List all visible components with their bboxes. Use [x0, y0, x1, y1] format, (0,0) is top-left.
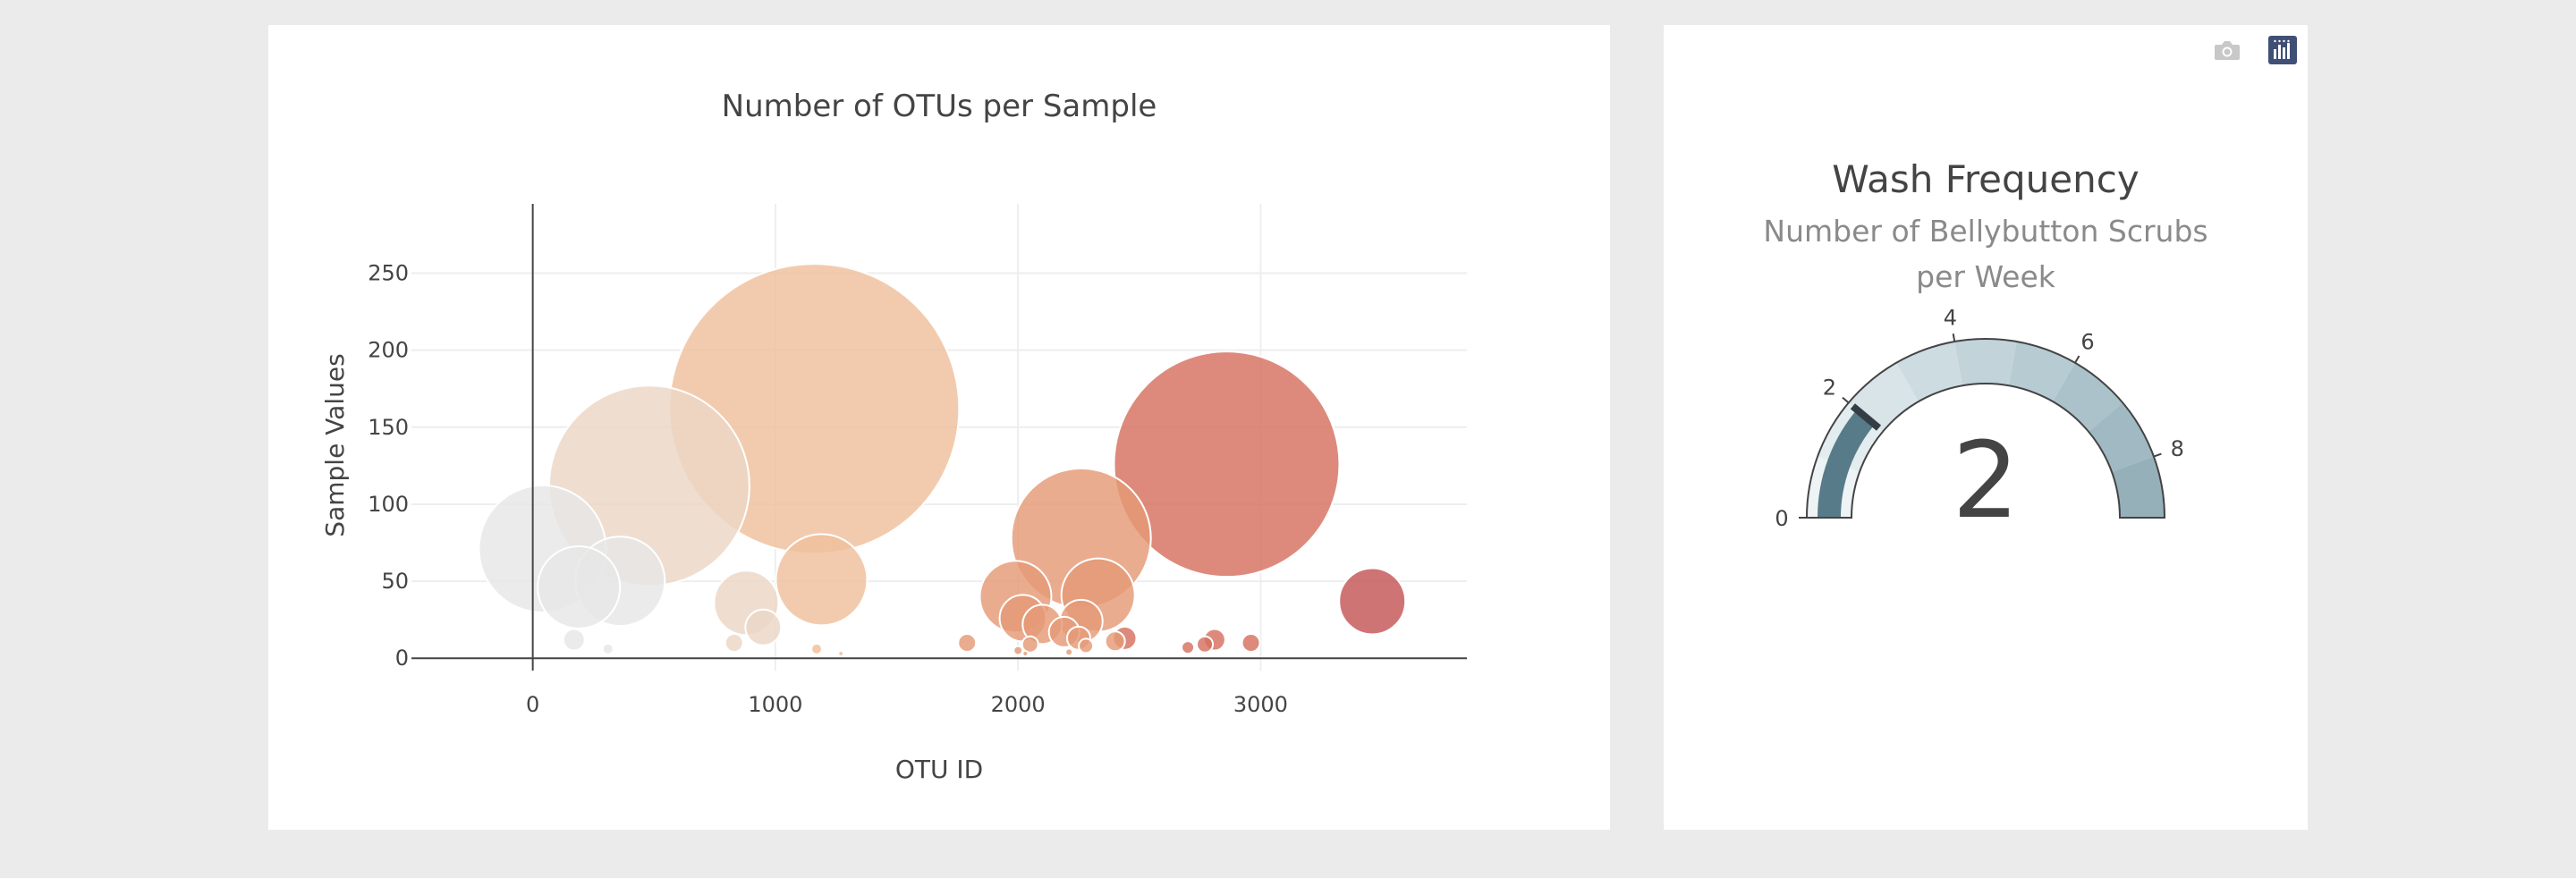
camera-icon[interactable] — [2211, 34, 2243, 66]
gauge-tick-label: 0 — [1775, 506, 1788, 531]
bubble — [810, 642, 824, 655]
y-tick-label: 200 — [368, 338, 409, 363]
bubble — [744, 608, 783, 646]
gauge-outline — [1805, 338, 2166, 519]
gauge-tick-label: 8 — [2171, 436, 2184, 461]
gauge-tick-label: 4 — [1944, 305, 1957, 330]
y-tick-label: 100 — [368, 492, 409, 517]
y-tick-label: 0 — [395, 646, 409, 671]
gauge-tick-label: 2 — [1823, 375, 1836, 400]
gauge-step — [2053, 362, 2123, 432]
gauge-chart-panel: Wash Frequency Number of Bellybutton Scru… — [1664, 25, 2308, 830]
gauge-subtitle: Number of Bellybutton Scrubs — [1763, 214, 2207, 249]
bubble — [537, 545, 622, 629]
bubble — [1104, 630, 1126, 653]
chart-title: Number of OTUs per Sample — [722, 89, 1157, 124]
x-axis-title: OTU ID — [895, 755, 983, 784]
bubble — [837, 650, 845, 658]
gauge-threshold — [1850, 403, 1882, 431]
gauge-tick — [2074, 355, 2080, 364]
bubble — [1113, 350, 1341, 578]
bubble-chart: Number of OTUs per Sample 0 1000 2000 3000 0 5… — [320, 89, 1467, 784]
bubble — [1078, 637, 1095, 654]
y-tick-label: 150 — [368, 415, 409, 440]
gauge-step — [1954, 339, 2017, 386]
bubble — [1181, 640, 1196, 655]
bubble — [1064, 647, 1074, 657]
bubble — [601, 642, 614, 655]
gauge-chart: Wash Frequency Number of Bellybutton Scru… — [1763, 157, 2207, 542]
x-tick-label: 3000 — [1233, 692, 1288, 717]
bubble — [957, 632, 978, 653]
bubble — [775, 533, 869, 627]
gauge-title: Wash Frequency — [1832, 157, 2139, 201]
plotly-logo-icon[interactable] — [2267, 34, 2299, 66]
x-tick-label: 1000 — [748, 692, 802, 717]
gauge-value-bar — [1818, 409, 1875, 518]
gauge-step — [1896, 342, 1962, 402]
bubbles — [478, 263, 1407, 658]
gauge-tick — [2153, 452, 2162, 458]
gauge-tick — [1842, 396, 1850, 404]
gauge-step — [2111, 456, 2165, 518]
gauge-subtitle: per Week — [1916, 259, 2056, 294]
modebar — [2211, 34, 2299, 66]
bubble — [1021, 635, 1039, 654]
bubble-chart-panel: Number of OTUs per Sample 0 1000 2000 3000 0 5… — [268, 25, 1610, 830]
bubble — [1021, 650, 1030, 658]
bubble — [562, 628, 586, 652]
bubble — [1196, 635, 1215, 654]
bubble — [1241, 632, 1261, 653]
bubble — [1338, 567, 1407, 636]
x-tick-label: 2000 — [991, 692, 1046, 717]
gauge-value: 2 — [1952, 418, 2019, 542]
gauge-step — [2009, 342, 2075, 402]
bubble — [1013, 645, 1024, 656]
y-tick-label: 50 — [381, 569, 409, 594]
x-tick-label: 0 — [526, 692, 539, 717]
gauge-tick — [1952, 333, 1956, 342]
y-tick-label: 250 — [368, 261, 409, 286]
bubble — [724, 632, 744, 653]
y-axis-title: Sample Values — [320, 353, 350, 536]
gauge-tick-label: 6 — [2080, 330, 2094, 355]
